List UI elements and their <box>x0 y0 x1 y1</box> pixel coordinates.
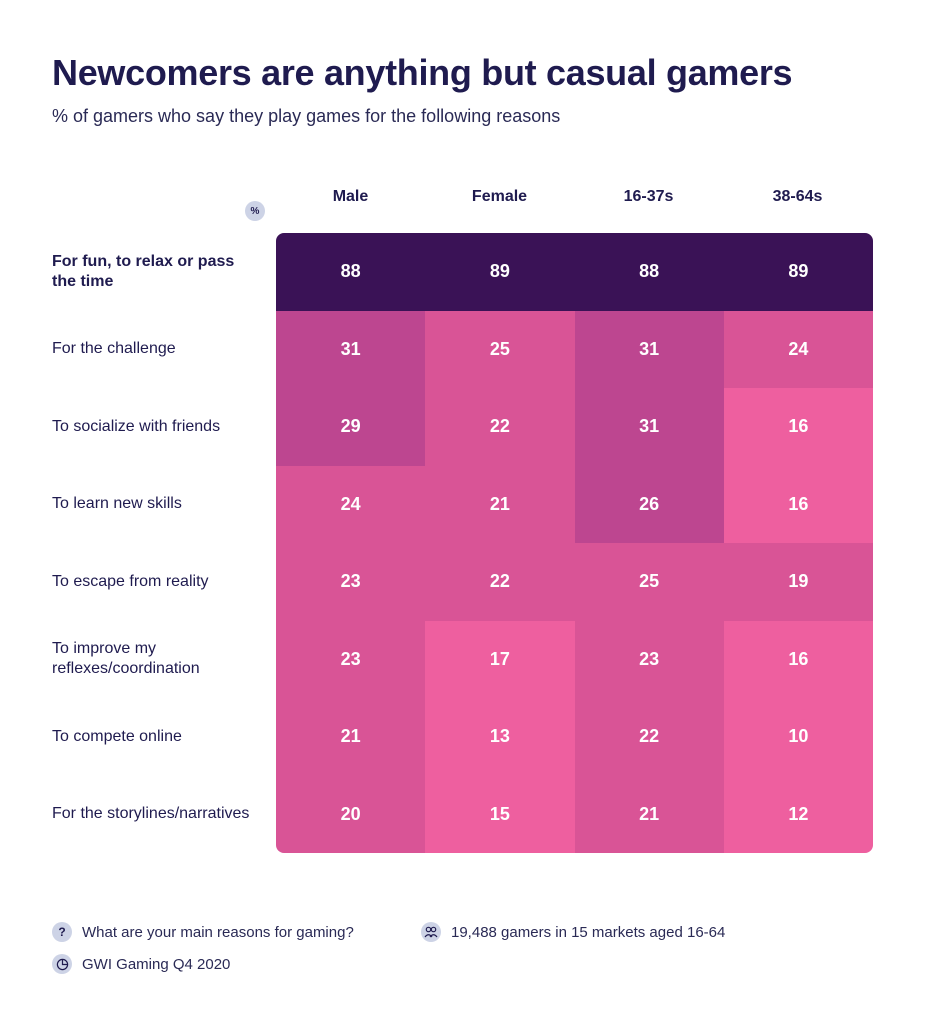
pie-chart-icon <box>52 954 72 974</box>
footer-source: GWI Gaming Q4 2020 <box>52 954 230 974</box>
heatmap-cell: 31 <box>574 388 724 466</box>
heatmap-cell: 23 <box>276 543 426 621</box>
heatmap-cell: 25 <box>574 543 724 621</box>
heatmap-cell: 26 <box>574 465 724 543</box>
footer-sample-text: 19,488 gamers in 15 markets aged 16-64 <box>451 923 726 941</box>
heatmap-cell: 19 <box>723 543 873 621</box>
heatmap-cell: 16 <box>723 388 873 466</box>
heatmap-cell: 31 <box>574 310 724 388</box>
heatmap-cell: 88 <box>574 233 724 311</box>
heatmap-cell: 23 <box>276 620 426 698</box>
heatmap-cell: 10 <box>723 698 873 776</box>
footer-question: ? What are your main reasons for gaming? <box>52 922 354 942</box>
row-label-fun: For fun, to relax or pass the time <box>52 252 235 290</box>
heatmap-cell: 24 <box>276 465 426 543</box>
heatmap-cell: 21 <box>574 775 724 853</box>
row-label-challenge: For the challenge <box>52 340 176 358</box>
heatmap-cell: 89 <box>425 233 575 311</box>
heatmap-cell: 15 <box>425 775 575 853</box>
heatmap-cell: 21 <box>425 465 575 543</box>
footer-sample: 19,488 gamers in 15 markets aged 16-64 <box>421 922 725 942</box>
heatmap-cell: 29 <box>276 388 426 466</box>
footer-source-text: GWI Gaming Q4 2020 <box>82 955 231 973</box>
row-label-learn: To learn new skills <box>52 495 182 513</box>
heatmap-cell: 12 <box>723 775 873 853</box>
chart-title: Newcomers are anything but casual gamers <box>52 52 793 93</box>
heatmap-grid: 88 89 88 89 31 25 31 24 29 22 31 16 24 21 26 16 23 22 25 19… <box>276 233 873 853</box>
row-label-escape: To escape from reality <box>52 572 209 590</box>
column-header-female: Female <box>471 188 528 205</box>
heatmap-cell: 88 <box>276 233 426 311</box>
column-header-38-64s: 38-64s <box>772 188 823 205</box>
heatmap-cell: 23 <box>574 620 724 698</box>
row-label-compete: To compete online <box>52 727 182 745</box>
heatmap-cell: 25 <box>425 310 575 388</box>
heatmap-cell: 21 <box>276 698 426 776</box>
heatmap-cell: 16 <box>723 620 873 698</box>
row-label-storylines: For the storylines/narratives <box>52 805 250 823</box>
column-header-male: Male <box>332 188 369 205</box>
heatmap-cell: 22 <box>425 388 575 466</box>
heatmap-cell: 24 <box>723 310 873 388</box>
question-icon: ? <box>52 922 72 942</box>
percent-badge-icon: % <box>245 201 265 221</box>
heatmap-cell: 16 <box>723 465 873 543</box>
heatmap-cell: 17 <box>425 620 575 698</box>
footer-question-text: What are your main reasons for gaming? <box>82 923 354 941</box>
row-label-socialize: To socialize with friends <box>52 417 221 435</box>
row-label-reflexes: To improve my reflexes/coordination <box>52 640 200 678</box>
chart-subtitle: % of gamers who say they play games for … <box>52 106 561 126</box>
heatmap-cell: 31 <box>276 310 426 388</box>
heatmap-cell: 13 <box>425 698 575 776</box>
heatmap-cell: 22 <box>574 698 724 776</box>
heatmap-cell: 89 <box>723 233 873 311</box>
heatmap-cell: 20 <box>276 775 426 853</box>
people-icon <box>421 922 441 942</box>
column-header-16-37s: 16-37s <box>623 188 674 205</box>
heatmap-cell: 22 <box>425 543 575 621</box>
